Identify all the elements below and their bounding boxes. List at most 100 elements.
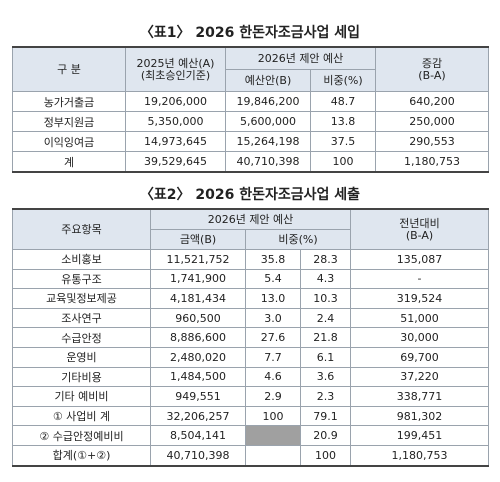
value-cell: 10.3	[299, 288, 352, 309]
value-cell: 11,521,752	[150, 249, 246, 270]
value-cell: 2.3	[299, 386, 352, 407]
table-row: 합계(①+②) 40,710,398 100 1,180,753	[12, 444, 490, 467]
value-cell: 338,771	[350, 386, 490, 407]
value-cell: 39,529,645	[125, 151, 226, 173]
value-cell: 14,973,645	[125, 131, 226, 152]
table-row: 유통구조 1,741,900 5.4 4.3-	[12, 268, 490, 290]
row-label: 교육및정보제공	[12, 288, 151, 309]
header-cell: 금액(B)	[150, 229, 246, 250]
value-cell: 981,302	[350, 405, 490, 427]
header-cell: 구 분	[12, 46, 126, 92]
table-row: 교육및정보제공 4,181,434 13.0 10.3 319,524	[12, 288, 490, 309]
value-cell: 199,451	[350, 425, 490, 446]
value-cell: 5,350,000	[125, 111, 226, 132]
table-body: 농가거출금 19,206,000 19,846,200 48.7 640,200 정부지원…	[12, 91, 489, 173]
value-cell: 1,180,753	[350, 444, 490, 467]
header-text: 전년대비	[399, 216, 440, 230]
row-label: ② 수급안정예비비	[12, 425, 151, 446]
table-row: 이익잉여금 14,973,645 15,264,198 37.5 290,553	[12, 131, 489, 152]
header-text: (B-A)	[418, 68, 446, 82]
value-cell: 1,180,753	[375, 151, 489, 173]
value-cell: 20.9	[299, 425, 352, 446]
value-cell: 40,710,398	[225, 151, 311, 173]
value-cell: 960,500	[150, 307, 246, 329]
value-cell: 1,741,900	[150, 268, 246, 290]
table-row: 수급안정 8,886,600 27.6 21.8 30,000	[12, 327, 490, 348]
row-label: 농가거출금	[12, 91, 126, 112]
value-cell: 51,000	[350, 307, 490, 329]
value-cell: 19,846,200	[225, 91, 311, 112]
table-row: ② 수급안정예비비 8,504,141 20.9 199,451	[12, 425, 490, 446]
table-title: 〈표2〉 2026 한돈자조금사업 세출	[139, 187, 361, 203]
row-label: 조사연구	[12, 307, 151, 329]
table-row: 소비홍보 11,521,752 35.8 28.3 135,087	[12, 249, 490, 270]
table-row: 조사연구 960,500 3.0 2.4 51,000	[12, 307, 490, 329]
header-cell: 예산안(B)	[225, 69, 311, 92]
row-label: ① 사업비 계	[12, 405, 151, 427]
row-label: 수급안정	[12, 327, 151, 348]
row-label: 소비홍보	[12, 249, 151, 270]
value-cell: 290,553	[375, 131, 489, 152]
row-label: 계	[12, 151, 126, 173]
value-cell: 30,000	[350, 327, 490, 348]
value-cell: 3.0	[245, 307, 301, 329]
expense-table: 주요항목 2026년 제안 예산 전년대비 (B-A) 금액(B) 비중(%) 소…	[12, 208, 490, 467]
header-cell: 2026년 제안 예산	[149, 208, 352, 230]
value-cell: 5.4	[245, 268, 301, 290]
value-cell: 37,220	[350, 366, 490, 388]
table-body: 소비홍보 11,521,752 35.8 28.3 135,087 유통구조 1,741,9…	[12, 249, 490, 467]
value-cell: 7.7	[245, 346, 301, 368]
value-cell: -	[350, 268, 490, 290]
value-cell: 2.4	[299, 307, 352, 329]
table-row: 농가거출금 19,206,000 19,846,200 48.7 640,200	[12, 91, 489, 112]
value-cell: 640,200	[375, 91, 489, 112]
row-label: 기타비용	[12, 366, 151, 388]
value-cell: 3.6	[299, 366, 352, 388]
value-cell: 4,181,434	[150, 288, 246, 309]
header-cell: 2026년 제안 예산	[225, 46, 376, 70]
revenue-table: 구 분 2025년 예산(A) (최초승인기준) 2026년 제안 예산 증감 (B…	[12, 46, 489, 173]
value-cell: 319,524	[350, 288, 490, 309]
value-cell: 40,710,398	[150, 444, 246, 467]
value-cell: 4.3	[299, 268, 352, 290]
table-row: 운영비 2,480,020 7.7 6.1 69,700	[12, 346, 490, 368]
value-cell	[245, 425, 301, 446]
value-cell: 28.3	[299, 249, 352, 270]
value-cell: 1,484,500	[150, 366, 246, 388]
row-label: 합계(①+②)	[12, 444, 151, 467]
header-cell: 2025년 예산(A) (최초승인기준)	[125, 46, 226, 92]
header-text: (최초승인기준)	[140, 68, 211, 82]
value-cell: 6.1	[299, 346, 352, 368]
value-cell: 13.8	[310, 111, 376, 132]
value-cell: 8,886,600	[150, 327, 246, 348]
value-cell: 135,087	[350, 249, 490, 270]
value-cell	[245, 444, 301, 467]
row-label: 정부지원금	[12, 111, 126, 132]
value-cell: 4.6	[245, 366, 301, 388]
table-row: ① 사업비 계 32,206,257 100 79.1 981,302	[12, 405, 490, 427]
row-label: 이익잉여금	[12, 131, 126, 152]
value-cell: 8,504,141	[150, 425, 246, 446]
header-text: (B-A)	[405, 228, 434, 242]
value-cell: 27.6	[245, 327, 301, 348]
value-cell: 15,264,198	[225, 131, 311, 152]
value-cell: 100	[245, 405, 301, 427]
table-row: 기타 예비비 949,551 2.9 2.3 338,771	[12, 386, 490, 407]
header-cell: 비중(%)	[244, 229, 352, 250]
value-cell: 2.9	[245, 386, 301, 407]
value-cell: 250,000	[375, 111, 489, 132]
header-text: 2025년 예산(A)	[136, 56, 215, 70]
table-row: 정부지원금 5,350,000 5,600,000 13.8 250,000	[12, 111, 489, 132]
row-label: 운영비	[12, 346, 151, 368]
value-cell: 100	[299, 444, 352, 467]
value-cell: 13.0	[245, 288, 301, 309]
value-cell: 32,206,257	[150, 405, 246, 427]
value-cell: 48.7	[310, 91, 376, 112]
table-row: 계 39,529,645 40,710,398 100 1,180,753	[12, 151, 489, 173]
header-text: 증감	[421, 56, 443, 70]
value-cell: 35.8	[245, 249, 301, 270]
value-cell: 69,700	[350, 346, 490, 368]
table-row: 기타비용 1,484,500 4.6 3.6 37,220	[12, 366, 490, 388]
value-cell: 37.5	[310, 131, 376, 152]
